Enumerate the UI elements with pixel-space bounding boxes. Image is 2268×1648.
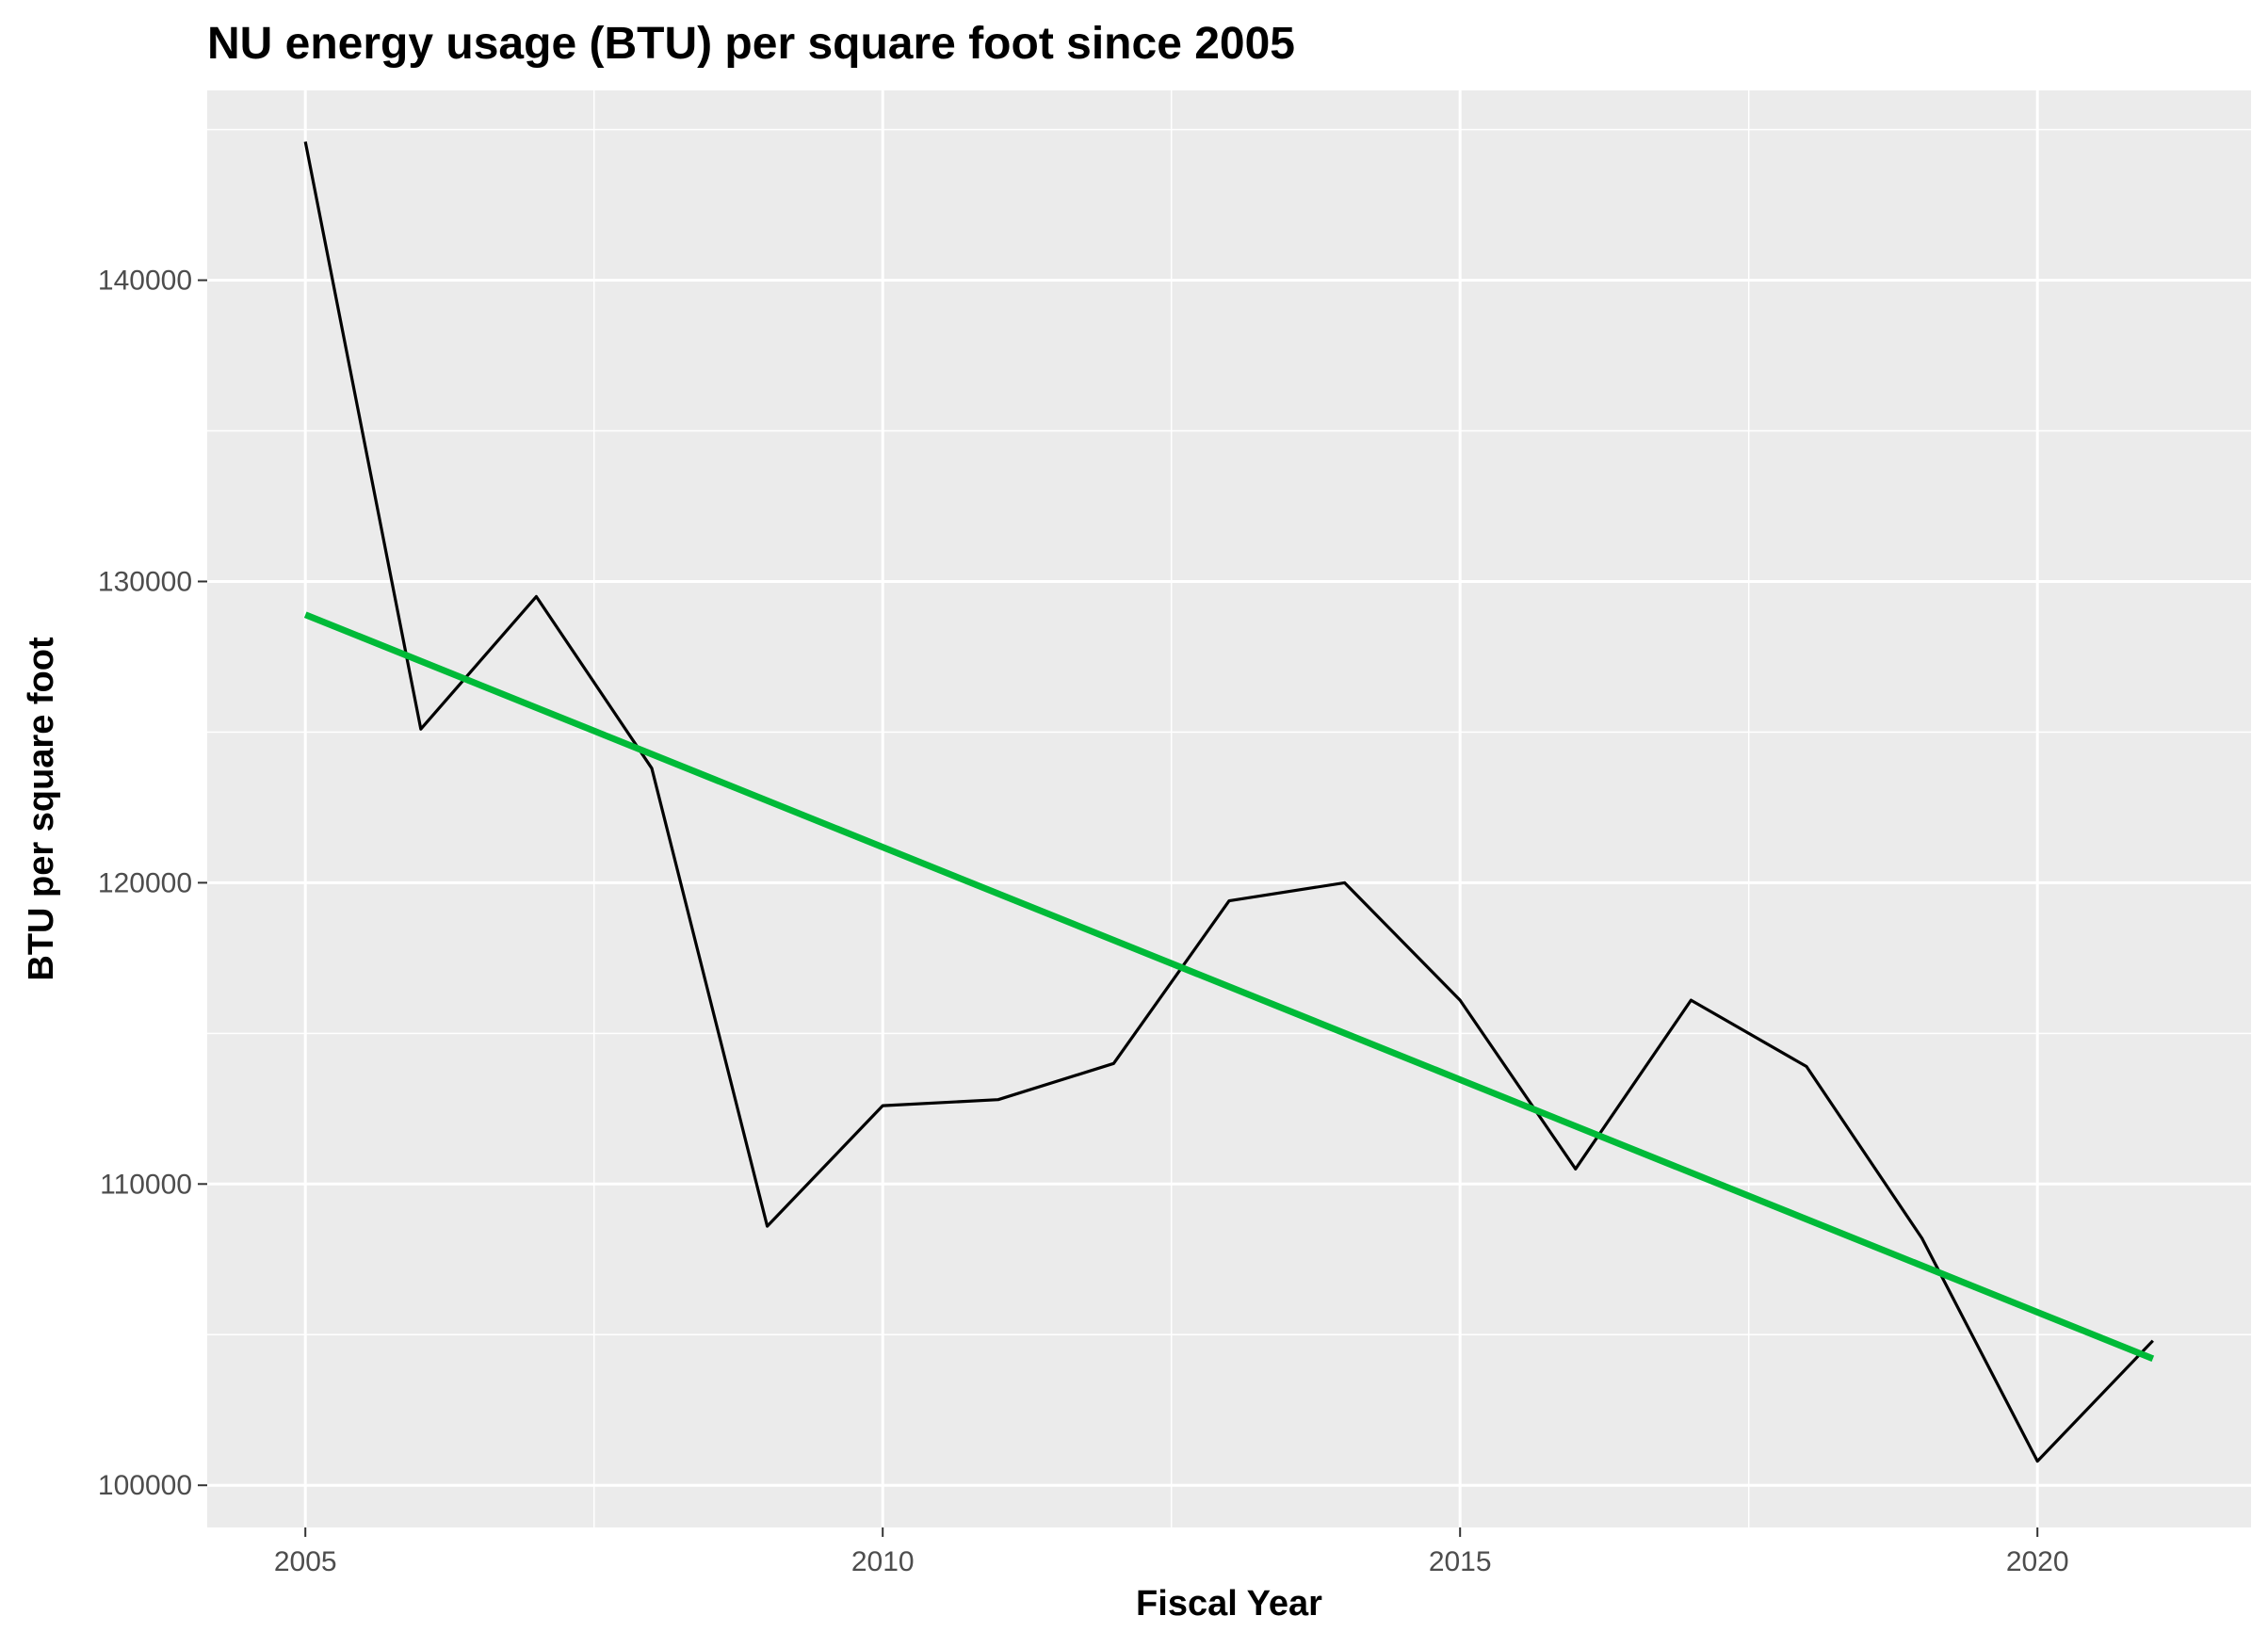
- y-tick-label: 100000: [98, 1470, 192, 1501]
- plot-panel: [207, 90, 2251, 1527]
- x-axis-title: Fiscal Year: [1136, 1584, 1322, 1624]
- x-axis: 2005 2010 2015 2020: [274, 1527, 2069, 1577]
- grid-minor: [207, 90, 2251, 1527]
- x-tick-label: 2005: [274, 1546, 337, 1577]
- y-tick-label: 120000: [98, 867, 192, 898]
- y-tick-label: 140000: [98, 266, 192, 297]
- y-axis: 100000 110000 120000 130000 140000: [98, 266, 207, 1501]
- series-layer: [303, 141, 2155, 1463]
- y-axis-title: BTU per square foot: [22, 637, 61, 981]
- y-tick-label: 110000: [100, 1169, 192, 1200]
- chart-title: NU energy usage (BTU) per square foot si…: [207, 19, 1295, 69]
- grid-major: [207, 90, 2251, 1527]
- x-tick-label: 2010: [851, 1546, 915, 1577]
- y-tick-label: 130000: [98, 566, 192, 597]
- trend-line: [303, 611, 2155, 1363]
- energy-usage-line: [303, 141, 2154, 1463]
- x-tick-label: 2015: [1429, 1546, 1492, 1577]
- x-tick-label: 2020: [2006, 1546, 2069, 1577]
